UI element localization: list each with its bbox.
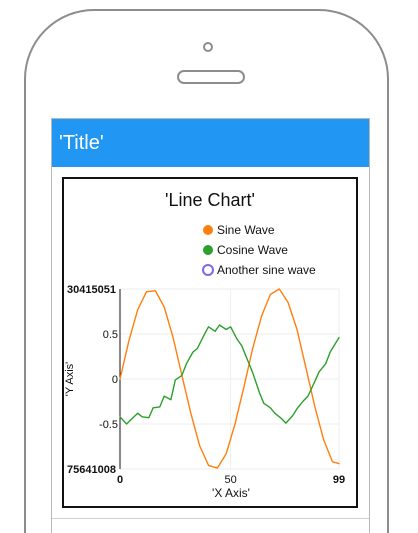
legend-marker <box>203 245 213 255</box>
y-axis-tick-label: 0 <box>112 374 118 386</box>
x-axis-tick-label: 99 <box>333 474 345 486</box>
app-title: 'Title' <box>59 132 104 154</box>
content-divider <box>52 518 369 519</box>
line-chart-card: 'Line Chart' Sine Wave Cosine Wave Another … <box>62 177 358 508</box>
phone-screen: 'Title' 'Line Chart' Sine Wave Cosine Wave… <box>51 118 370 533</box>
y-axis-tick-label: 0.5 <box>103 329 118 341</box>
legend-label: Sine Wave <box>217 223 275 237</box>
legend-marker <box>202 264 214 276</box>
y-axis-tick-label: 75641008 <box>67 464 116 476</box>
legend-label: Another sine wave <box>217 263 316 277</box>
y-axis-tick-label: -0.5 <box>99 419 118 431</box>
sine-wave-line <box>119 288 340 469</box>
legend-marker <box>203 225 213 235</box>
legend-label: Cosine Wave <box>217 243 288 257</box>
cosine-wave-line <box>119 324 340 425</box>
y-axis-tick-label: 30415051 <box>67 284 116 296</box>
x-axis-label: 'X Axis' <box>212 486 250 500</box>
y-axis-label: 'Y Axis' <box>64 362 76 397</box>
app-bar: 'Title' <box>52 119 369 167</box>
line-chart: 'Line Chart' Sine Wave Cosine Wave Another … <box>64 190 345 500</box>
phone-camera <box>203 42 213 52</box>
phone-speaker <box>177 70 245 84</box>
x-axis-tick-label: 0 <box>117 474 123 486</box>
chart-title: 'Line Chart' <box>165 190 255 210</box>
x-axis-tick-label: 50 <box>224 474 236 486</box>
